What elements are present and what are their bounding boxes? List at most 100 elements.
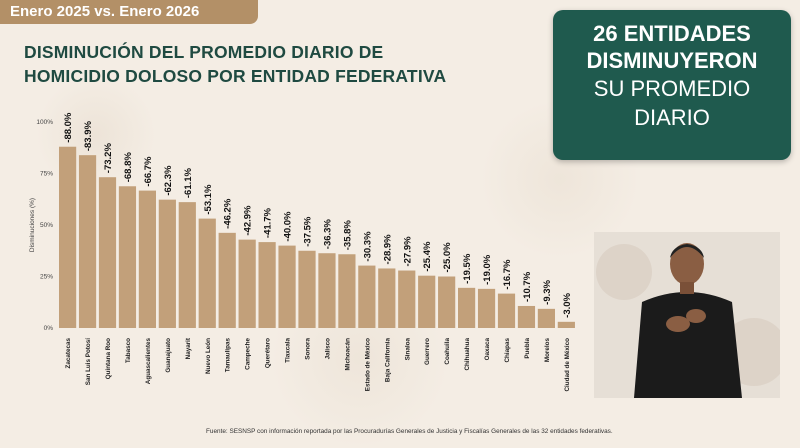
category-label: Quintana Roo [105,338,112,379]
category-label: Puebla [524,338,531,359]
bar-value-label: -16.7% [502,259,513,290]
bar [537,308,555,328]
bar [158,199,176,328]
summary-line-3: SU PROMEDIO [593,76,751,101]
bar [258,242,276,328]
category-label: Nuevo León [205,338,212,374]
interpreter-figure [594,232,780,398]
bar-value-label: -40.0% [283,211,294,242]
category-label: Guerrero [424,338,431,365]
bar-labels-group: -88.0% -83.9% -73.2% -68.8% -66.7% -62.3% -61.… [63,112,573,318]
bar [118,186,137,328]
category-label: Tlaxcala [285,338,292,363]
bar-value-label: -27.9% [402,236,413,267]
bars-group [59,146,575,328]
y-tick-label: 50% [40,222,53,229]
bar [418,275,436,328]
bar-value-label: -25.0% [442,242,453,273]
bar [59,146,77,328]
summary-line-4: DIARIO [634,105,710,130]
bar [318,253,336,328]
category-label: Coahuila [444,338,451,365]
category-label: Chihuahua [464,338,471,371]
bar [438,276,456,328]
bar-value-label: -25.4% [422,241,433,272]
bar-value-label: -88.0% [63,112,74,143]
bar [557,321,575,328]
bar-value-label: -10.7% [522,271,533,302]
bar-value-label: -35.8% [342,220,353,251]
category-label: Chiapas [504,338,511,363]
bar-value-label: -46.2% [223,198,234,229]
category-label: Campeche [245,338,252,370]
bar [98,177,117,328]
category-label: Michoacán [344,338,351,371]
bar-value-label: -37.5% [303,216,314,247]
bar [238,239,256,328]
bar-value-label: -30.3% [362,231,373,262]
category-label: Baja California [384,338,391,383]
bar [477,288,496,328]
bar [358,265,376,328]
category-label: Estado de México [364,338,371,391]
category-label: Zacatecas [65,338,72,369]
bar-value-label: -68.8% [123,152,134,183]
y-tick-label: 25% [40,274,53,281]
bar [517,305,536,328]
bar [497,293,516,328]
bar-value-label: -62.3% [163,165,174,196]
source-note: Fuente: SESNSP con información reportada… [206,428,613,435]
bar-value-label: -3.0% [562,292,573,317]
bar [298,250,316,328]
category-label: San Luis Potosí [85,338,92,385]
category-label: Querétaro [265,338,272,368]
category-labels-group: Zacatecas San Luis Potosí Quintana Roo Taba… [65,337,571,391]
bar [178,202,196,328]
bar [138,190,156,328]
category-label: Ciudad de México [564,338,571,392]
bar-value-label: -9.3% [542,279,553,304]
sign-language-interpreter [594,232,780,398]
bar [458,287,476,328]
bar-value-label: -19.0% [482,254,493,285]
bar-value-label: -61.1% [183,167,194,198]
bar-value-label: -83.9% [83,121,94,152]
category-label: Nayarit [185,337,192,359]
summary-box: 26 ENTIDADES DISMINUYERON SU PROMEDIO DI… [553,10,791,160]
bar [198,218,216,328]
bar [398,270,416,328]
bar-value-label: -36.3% [322,219,333,250]
chart-title-line-2: HOMICIDIO DOLOSO POR ENTIDAD FEDERATIVA [24,66,447,86]
chart-title: DISMINUCIÓN DEL PROMEDIO DIARIO DE HOMIC… [24,40,544,88]
category-label: Tamaulipas [225,338,232,373]
chart-title-line-1: DISMINUCIÓN DEL PROMEDIO DIARIO DE [24,42,384,62]
category-label: Tabasco [125,338,132,363]
category-label: Jalisco [324,338,331,360]
y-tick-label: 0% [44,325,54,332]
bar-value-label: -41.7% [263,207,274,238]
summary-line-2: DISMINUYERON [586,48,758,73]
bar-value-label: -42.9% [243,205,254,236]
bar [338,254,356,328]
y-axis: 0% 25% 50% 75% 100% [36,119,53,332]
category-label: Aguascalientes [145,338,152,385]
bar [278,245,296,328]
bar-value-label: -73.2% [103,143,114,174]
bar-value-label: -53.1% [203,184,214,215]
category-label: Morelos [544,338,551,363]
y-axis-title: Disminuciones (%) [29,198,36,252]
bar-value-label: -28.9% [382,234,393,265]
bar [218,232,236,328]
bar [78,155,97,328]
category-label: Oaxaca [484,338,491,361]
period-tag: Enero 2025 vs. Enero 2026 [0,0,258,24]
category-label: Guanajuato [165,338,172,373]
bar-value-label: -19.5% [462,253,473,284]
category-label: Sinaloa [404,338,411,361]
y-tick-label: 75% [40,171,53,178]
bar [378,268,396,328]
summary-line-1: 26 ENTIDADES [593,21,751,46]
bar-value-label: -66.7% [143,156,154,187]
category-label: Sonora [305,338,312,360]
